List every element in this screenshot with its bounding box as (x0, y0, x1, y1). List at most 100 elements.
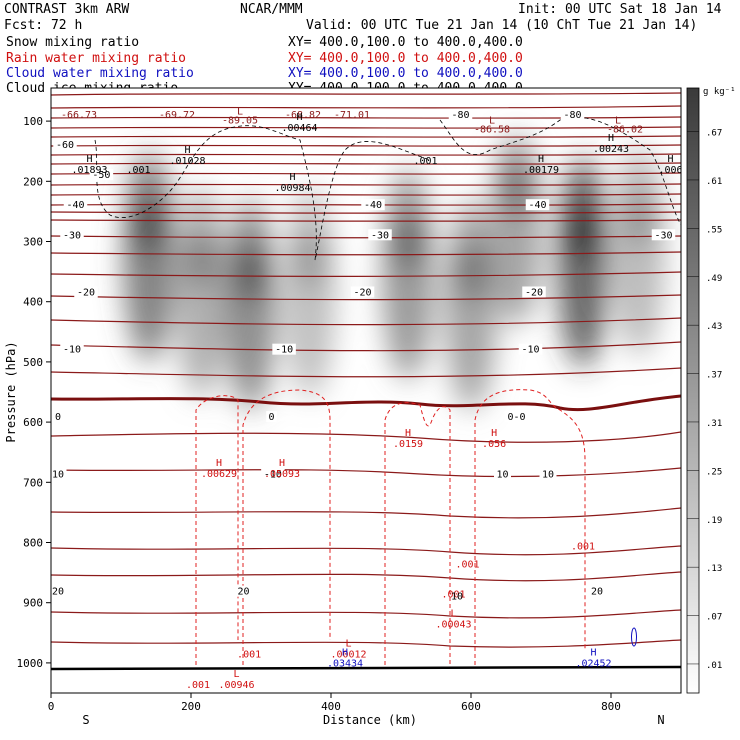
colorbar-level: .37 (706, 371, 722, 381)
temp-label-bg (261, 468, 285, 480)
snow-core-max (236, 241, 265, 302)
top-extremum-label: L (237, 106, 243, 117)
rain-water-contours (195, 389, 586, 665)
y-tick-label: 800 (23, 537, 43, 550)
temp-label-bg (53, 138, 77, 150)
temp-label-bg (651, 229, 676, 241)
snow-extremum-type: H (667, 154, 673, 165)
temp-label: -20 (77, 287, 95, 298)
snow-extremum-value: .00179 (523, 165, 559, 176)
snow-core-max (502, 157, 531, 218)
model-name: CONTRAST 3km ARW (4, 2, 130, 17)
snow-extremum-value: .00464 (281, 123, 317, 134)
y-tick-label: 900 (23, 597, 43, 610)
snow-extremum-value: .01893 (71, 165, 107, 176)
y-tick-label: 100 (23, 115, 43, 128)
direction-north: N (657, 713, 664, 727)
snow-core-max (394, 211, 422, 272)
temp-label: 10 (542, 469, 554, 480)
temp-label-bg (504, 411, 529, 423)
x-tick-label: 200 (181, 700, 201, 713)
snow-extremum-type: H (86, 154, 92, 165)
snow-extremum-value: .00243 (593, 144, 629, 155)
top-extremum-label: -68.82 (285, 110, 321, 121)
temp-label-bg (518, 343, 543, 355)
temp-label: -20 (525, 287, 543, 298)
temp-label-bg (52, 411, 64, 423)
colorbar-level: .67 (706, 129, 722, 139)
temp-label-bg (235, 585, 252, 597)
temp-label: 20 (237, 587, 249, 598)
rain-extremum-type: L (450, 609, 456, 620)
snow-core (284, 187, 336, 399)
temp-label-bg (588, 585, 606, 597)
temp-label: 20 (591, 587, 603, 598)
colorbar-level: .13 (706, 564, 722, 574)
rain-extremum-value: .001 (237, 650, 261, 661)
extra-label: 10 (451, 591, 463, 602)
top-extremum-label: L (489, 115, 495, 126)
y-axis: 100 200 300 400 500 600 700 800 900 1000 (17, 115, 51, 670)
snow-shading (123, 133, 665, 411)
colorbar: g kg⁻¹ .67 .61 .55 .49 .43 .37 .31 .25 .19 .13 .07… (686, 87, 736, 694)
temp-label-bg (60, 229, 84, 241)
y-tick-label: 300 (23, 236, 43, 249)
snow-extremum-type: H (296, 112, 302, 123)
top-extremum-label: -66.73 (61, 110, 97, 121)
colorbar-level: .19 (706, 516, 722, 526)
extra-labels: 10 (451, 591, 463, 602)
temp-label: -80 (451, 110, 469, 121)
x-tick-label: 600 (461, 700, 481, 713)
snow-core-max (135, 193, 163, 254)
temp-label: -40 (364, 200, 382, 211)
snow-extremum-value: .01028 (169, 156, 205, 167)
snow-core (557, 157, 609, 368)
snow-core (382, 169, 434, 380)
snow-core-max (187, 229, 216, 290)
temp-label: 10 (52, 469, 64, 480)
rain-extremum-value: .001 (571, 541, 595, 552)
rain-extremum-type: L (345, 639, 351, 650)
rain-extremum-type: H (279, 458, 285, 469)
snow-extremum-value: .001 (126, 165, 150, 176)
x-axis: 0 200 400 600 800 (48, 693, 621, 713)
field-snow-name: Snow mixing ratio (6, 35, 140, 50)
cloud-water-contour (631, 627, 637, 647)
valid-time: Valid: 00 UTC Tue 21 Jan 14 (10 ChT Tue … (306, 18, 698, 33)
temp-label-bg (361, 199, 385, 211)
temp-label: -50 (92, 170, 110, 181)
y-tick-label: 400 (23, 296, 43, 309)
temp-label: 10 (496, 469, 508, 480)
y-tick-label: 200 (23, 175, 43, 188)
snow-extremum-value: .00984 (274, 183, 310, 194)
temp-label-bg (494, 468, 511, 480)
colorbar-level: .43 (706, 322, 722, 332)
rain-extrema-labels: H.00629H.05093H.0159H.056.001.001.001L.0… (186, 428, 595, 691)
top-extremum-label: -86.58 (474, 124, 510, 135)
colorbar-unit: g kg⁻¹ (703, 87, 736, 97)
x-axis-label: Distance (km) (323, 713, 417, 727)
plot-frame (50, 87, 682, 694)
temp-label: 0 (268, 412, 274, 423)
forecast-hour: Fcst: 72 h (4, 18, 83, 33)
temp-label: 0-0 (507, 412, 525, 423)
temp-label-bg (51, 585, 67, 597)
temp-label: -80 (563, 110, 581, 121)
field-cloudwater-xy: XY= 400.0,100.0 to 400.0,400.0 (288, 66, 523, 81)
temp-label: -30 (371, 230, 389, 241)
temp-label-bg (51, 468, 67, 480)
top-extremum-label: -86.02 (607, 124, 643, 135)
top-extremum-label: L (615, 115, 621, 126)
direction-south: S (82, 713, 89, 727)
temp-label-bg (266, 411, 277, 423)
snow-core (613, 145, 665, 356)
colorbar-level: .49 (706, 274, 722, 284)
temp-label: -10 (63, 345, 81, 356)
snow-core-max (457, 241, 485, 302)
rain-extremum-value: .001 (441, 589, 465, 600)
snow-extremum-type: H (608, 133, 614, 144)
rain-extremum-type: L (233, 669, 239, 680)
temp-label: 0 (55, 412, 61, 423)
